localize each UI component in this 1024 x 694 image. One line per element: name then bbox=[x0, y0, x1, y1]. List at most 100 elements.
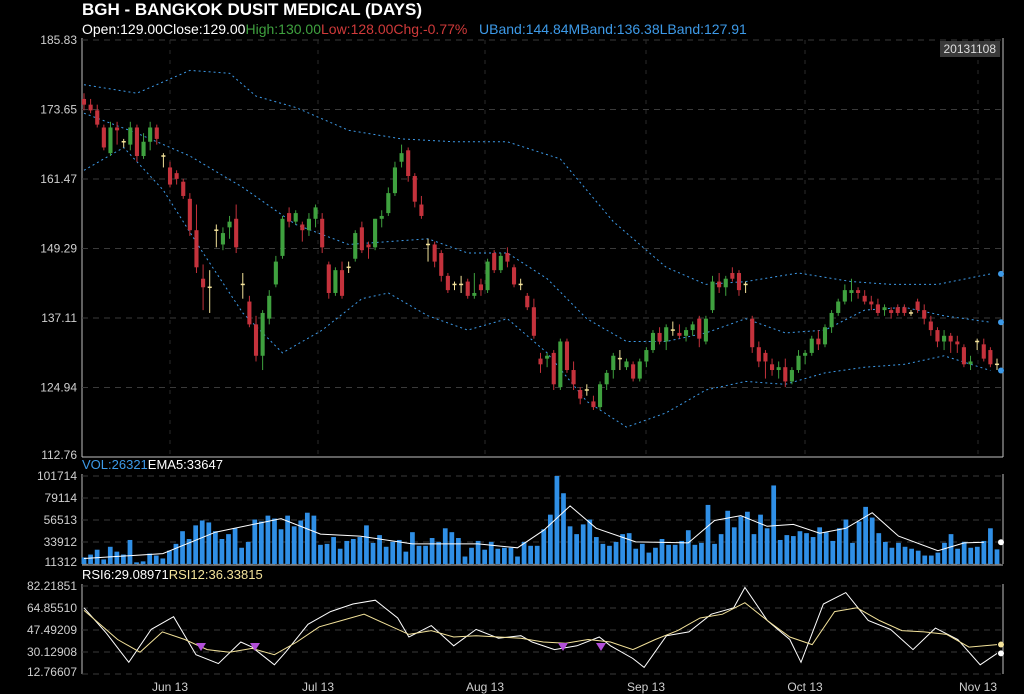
volume-bar bbox=[679, 540, 685, 564]
rsi12-line bbox=[83, 602, 998, 656]
volume-y-tick-label: 56513 bbox=[44, 513, 78, 527]
volume-bar bbox=[482, 549, 488, 564]
candle-body bbox=[227, 221, 232, 228]
volume-bar bbox=[357, 537, 363, 564]
volume-bar bbox=[804, 533, 809, 564]
volume-bar bbox=[653, 547, 658, 564]
x-tick-label: Sep 13 bbox=[627, 680, 665, 694]
candle-body bbox=[750, 318, 755, 348]
volume-bar bbox=[403, 551, 409, 564]
grid-layer bbox=[81, 38, 1004, 675]
volume-bar bbox=[731, 527, 737, 564]
volume-y-tick-label: 11312 bbox=[45, 555, 78, 569]
x-tick-label: Jul 13 bbox=[302, 680, 334, 694]
volume-bar bbox=[968, 547, 974, 564]
candle-body bbox=[220, 233, 225, 245]
middle-band-value: MBand:136.38 bbox=[568, 21, 660, 37]
close-value: Close:129.00 bbox=[162, 21, 246, 37]
candle-body bbox=[81, 98, 87, 105]
volume-bar bbox=[633, 548, 639, 564]
rsi-y-tick-label: 82.21851 bbox=[27, 579, 77, 593]
candle-body bbox=[631, 364, 636, 379]
volume-bar bbox=[206, 522, 212, 564]
volume-bar bbox=[600, 543, 606, 564]
volume-bar bbox=[843, 519, 849, 564]
rsi6-marker bbox=[998, 650, 1004, 657]
volume-bar bbox=[541, 529, 547, 564]
volume-bar bbox=[672, 544, 678, 564]
candle-body bbox=[148, 127, 153, 142]
candle-body bbox=[545, 355, 550, 359]
candle-body bbox=[154, 127, 159, 139]
volume-y-tick-label: 79114 bbox=[45, 491, 78, 505]
candle-body bbox=[280, 218, 285, 256]
volume-bar bbox=[784, 535, 790, 564]
ema5-line bbox=[83, 505, 984, 559]
volume-value: VOL:26321 bbox=[82, 457, 148, 472]
candle-body bbox=[300, 224, 305, 231]
upper-band-marker bbox=[998, 270, 1004, 277]
volume-bar bbox=[456, 538, 461, 564]
price-y-tick-label: 161.47 bbox=[40, 172, 77, 186]
candle-body bbox=[267, 295, 272, 319]
volume-bar bbox=[285, 515, 290, 564]
candle-body bbox=[445, 275, 450, 291]
volume-bar bbox=[876, 533, 882, 564]
x-tick-label: Aug 13 bbox=[466, 680, 504, 694]
candle-body bbox=[353, 233, 358, 259]
volume-bar bbox=[613, 541, 619, 564]
candle-body bbox=[796, 355, 801, 371]
volume-bar bbox=[607, 545, 612, 564]
volume-bar bbox=[101, 559, 107, 564]
candle-body bbox=[928, 321, 933, 331]
volume-bar bbox=[416, 545, 422, 564]
price-y-tick-label: 185.83 bbox=[40, 33, 77, 47]
volume-bar bbox=[173, 543, 179, 564]
volume-bar bbox=[88, 554, 93, 564]
candle-body bbox=[776, 367, 781, 371]
volume-bar bbox=[515, 556, 520, 564]
volume-bar bbox=[442, 528, 448, 564]
candle-body bbox=[783, 367, 788, 382]
volume-bar bbox=[232, 528, 238, 564]
volume-bar bbox=[830, 540, 836, 564]
candle-body bbox=[551, 352, 556, 385]
volume-bar bbox=[942, 542, 947, 564]
volume-bar bbox=[370, 542, 376, 564]
candle-body bbox=[194, 230, 199, 268]
volume-bar bbox=[167, 550, 172, 564]
candle-body bbox=[981, 344, 986, 359]
candle-body bbox=[869, 301, 874, 305]
candle-body bbox=[247, 301, 252, 325]
price-y-tick-label: 124.94 bbox=[40, 381, 77, 395]
candle-body bbox=[101, 127, 106, 148]
rsi-y-tick-label: 47.49209 bbox=[27, 623, 77, 637]
middle-bollinger-band bbox=[83, 112, 991, 342]
x-tick-label: Jun 13 bbox=[152, 680, 188, 694]
candle-body bbox=[465, 281, 470, 296]
volume-bar bbox=[475, 540, 481, 564]
volume-bar bbox=[988, 528, 993, 564]
candle-body bbox=[690, 324, 695, 331]
volume-bar bbox=[646, 552, 652, 564]
volume-bar bbox=[469, 547, 474, 564]
candle-body bbox=[822, 327, 828, 345]
ema5-marker bbox=[998, 539, 1004, 546]
volume-bar bbox=[554, 476, 560, 564]
rsi-signal-marker bbox=[250, 643, 260, 651]
rsi-signal-marker bbox=[196, 643, 206, 651]
candle-body bbox=[889, 310, 894, 313]
candle-body bbox=[935, 330, 940, 342]
x-tick-label: Nov 13 bbox=[959, 680, 997, 694]
volume-bar bbox=[364, 525, 369, 564]
candle-body bbox=[359, 227, 364, 251]
rsi-header: RSI6:29.08971RSI12:36.33815 bbox=[82, 567, 263, 582]
candle-body bbox=[115, 127, 120, 131]
volume-bar bbox=[318, 544, 323, 564]
volume-bar bbox=[666, 544, 671, 564]
volume-bar bbox=[350, 538, 356, 564]
candle-body bbox=[710, 281, 715, 311]
candle-body bbox=[875, 304, 880, 313]
x-tick-label: Oct 13 bbox=[787, 680, 823, 694]
